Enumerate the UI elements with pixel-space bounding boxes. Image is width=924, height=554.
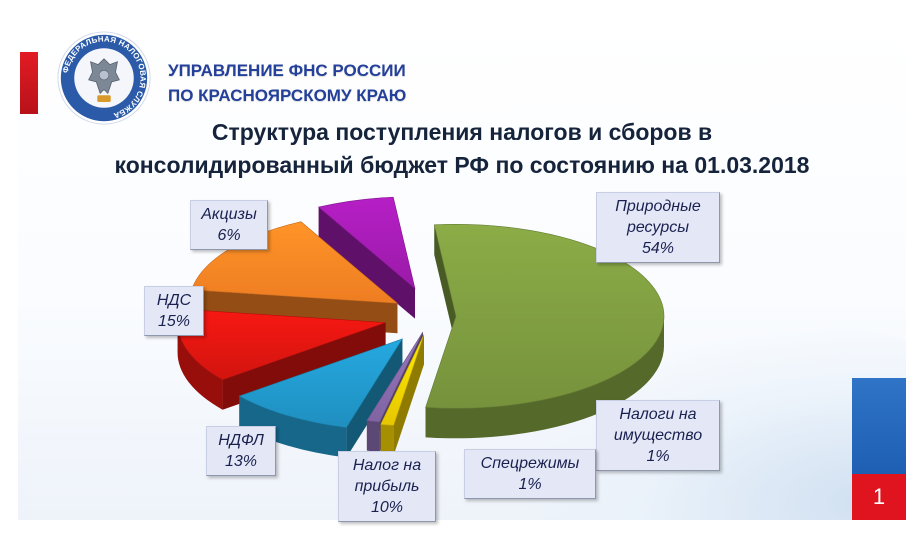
label-vat-value: 15% xyxy=(157,313,191,330)
pie-slice-top xyxy=(380,334,425,426)
label-profit-tax-line-2: прибыль xyxy=(354,478,420,495)
pie-slice-profit-tax xyxy=(238,338,404,458)
label-property-taxes-value: 1% xyxy=(646,448,670,465)
red-accent-bar xyxy=(20,52,38,114)
pie-slice-outer-wall xyxy=(239,396,347,458)
decorative-blue-block xyxy=(852,378,906,474)
chart-title-line-2: консолидированный бюджет РФ по состоянию… xyxy=(114,152,810,178)
pie-slice-outer-wall xyxy=(177,322,223,410)
label-special-regimes-line-1: Спецрежимы xyxy=(480,455,580,472)
fns-logo: ФЕДЕРАЛЬНАЯ НАЛОГОВАЯ СЛУЖБА xyxy=(57,31,151,125)
label-property-taxes: Налоги на имущество 1% xyxy=(596,400,720,471)
organization-name: УПРАВЛЕНИЕ ФНС РОССИИ ПО КРАСНОЯРСКОМУ К… xyxy=(168,58,406,108)
label-natural-resources-value: 54% xyxy=(641,240,675,257)
pie-slice-outer-wall xyxy=(366,420,380,453)
label-profit-tax: Налог на прибыль 10% xyxy=(338,451,436,522)
label-special-regimes-value: 1% xyxy=(518,476,542,493)
label-profit-tax-value: 10% xyxy=(370,499,404,516)
label-vat: НДС 15% xyxy=(144,286,204,336)
label-excises: Акцизы 6% xyxy=(190,200,268,250)
pie-slice-top xyxy=(317,196,416,290)
label-natural-resources: Природные ресурсы 54% xyxy=(596,192,720,263)
label-property-taxes-line-1: Налоги на xyxy=(619,406,697,423)
label-excises-value: 6% xyxy=(217,227,241,244)
page-number-badge: 1 xyxy=(852,474,906,520)
label-ndfl-value: 13% xyxy=(224,453,258,470)
pie-slice-outer-wall xyxy=(380,424,394,456)
org-name-line-1: УПРАВЛЕНИЕ ФНС РОССИИ xyxy=(168,61,406,80)
label-excises-line-1: Акцизы xyxy=(201,206,257,223)
label-ndfl-line-1: НДФЛ xyxy=(218,432,264,449)
label-special-regimes: Спецрежимы 1% xyxy=(464,449,596,499)
pie-slice-ndfl xyxy=(177,308,386,410)
pie-slice-excises xyxy=(317,196,416,319)
chart-title: Структура поступления налогов и сборов в… xyxy=(0,116,924,182)
pie-slice-top xyxy=(366,331,424,423)
label-vat-line-1: НДС xyxy=(156,292,192,309)
eagle-emblem-icon xyxy=(88,58,120,102)
label-natural-resources-line-2: ресурсы xyxy=(626,219,690,236)
pie-slice-top xyxy=(238,338,404,428)
label-property-taxes-line-2: имущество xyxy=(613,427,703,444)
org-name-line-2: ПО КРАСНОЯРСКОМУ КРАЮ xyxy=(168,86,407,105)
label-natural-resources-line-1: Природные xyxy=(615,198,701,215)
pie-slice-top xyxy=(425,224,665,409)
chart-title-line-1: Структура поступления налогов и сборов в xyxy=(211,119,713,145)
label-profit-tax-line-1: Налог на xyxy=(352,457,422,474)
label-ndfl: НДФЛ 13% xyxy=(206,426,276,476)
pie-slice-side-wall xyxy=(318,207,415,319)
pie-slice-property-taxes xyxy=(380,334,425,456)
pie-slice-side-wall xyxy=(434,224,456,347)
